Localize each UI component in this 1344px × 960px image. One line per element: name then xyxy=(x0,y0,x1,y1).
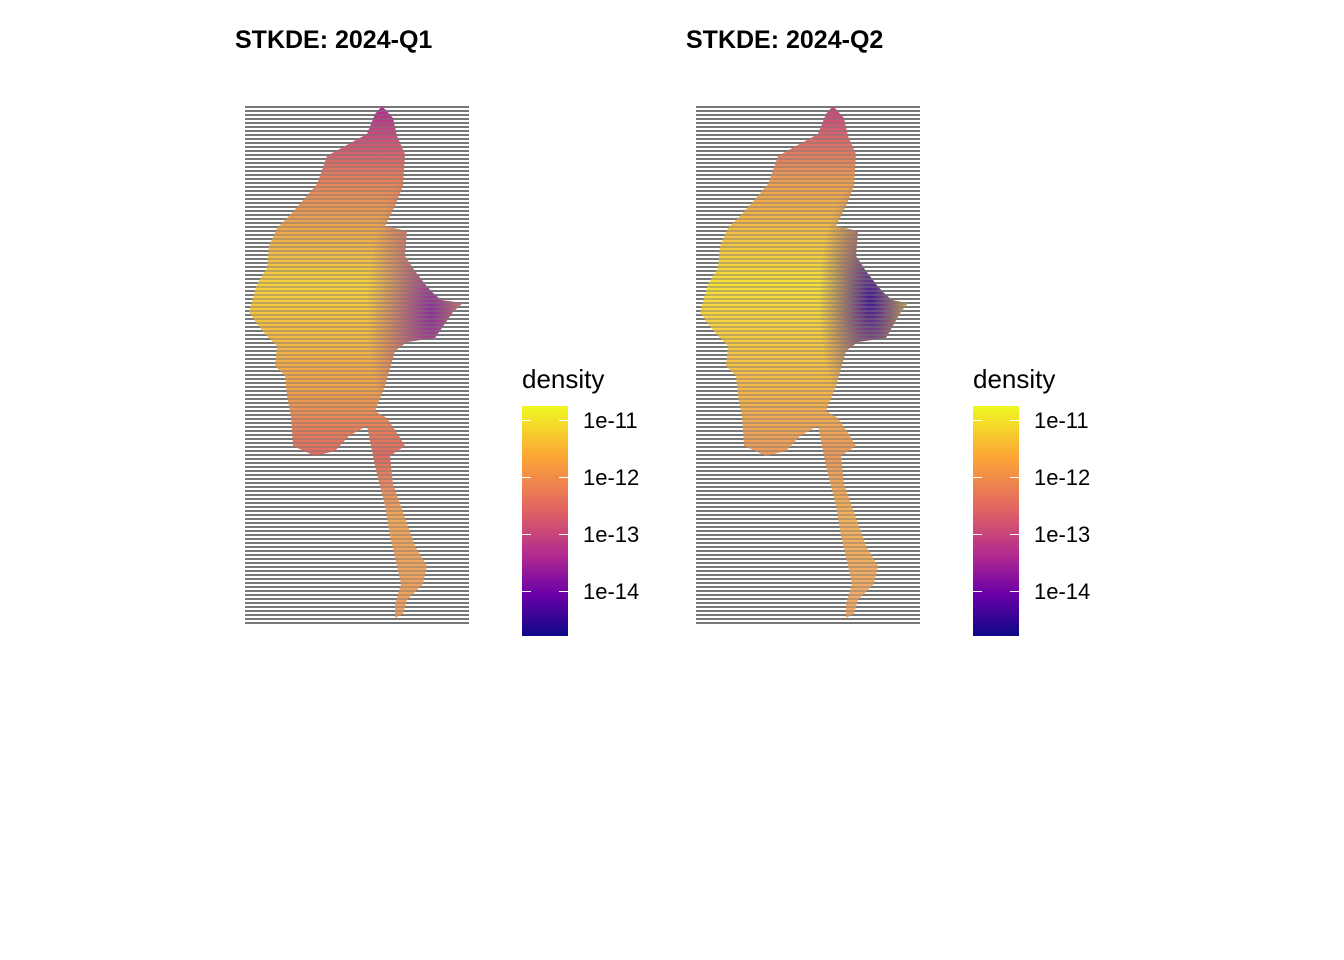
panel-q2: STKDE: 2024-Q2 xyxy=(686,0,1136,700)
legend: density 1e-11 1e-12 1e-13 1e-14 xyxy=(973,364,1133,644)
legend-label: 1e-14 xyxy=(583,579,640,604)
colorbar xyxy=(973,406,1019,636)
panel-q1: STKDE: 2024-Q1 xyxy=(235,0,685,700)
legend-label: 1e-13 xyxy=(1034,522,1091,547)
map-svg xyxy=(245,106,469,624)
panel-title: STKDE: 2024-Q1 xyxy=(235,26,433,54)
legend-label: 1e-11 xyxy=(1034,408,1089,433)
legend-label: 1e-14 xyxy=(1034,579,1091,604)
map-svg xyxy=(696,106,920,624)
density-map xyxy=(245,106,469,624)
density-map xyxy=(696,106,920,624)
legend-label: 1e-12 xyxy=(1034,465,1091,490)
legend-label: 1e-12 xyxy=(583,465,640,490)
legend-title: density xyxy=(973,364,1056,394)
legend-title: density xyxy=(522,364,605,394)
legend-label: 1e-11 xyxy=(583,408,638,433)
legend: density 1e-11 1e-12 1e-13 1e-14 xyxy=(522,364,682,644)
colorbar xyxy=(522,406,568,636)
panel-title: STKDE: 2024-Q2 xyxy=(686,26,884,54)
legend-label: 1e-13 xyxy=(583,522,640,547)
